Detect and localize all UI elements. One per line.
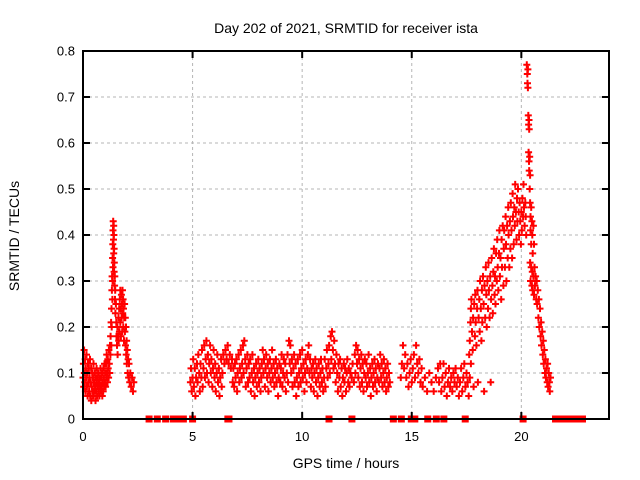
y-tick-label: 0.2 xyxy=(57,320,75,335)
y-tick-label: 0 xyxy=(68,412,75,427)
x-tick-label: 5 xyxy=(189,429,196,444)
y-tick-label: 0.3 xyxy=(57,274,75,289)
y-tick-label: 0.1 xyxy=(57,366,75,381)
y-tick-label: 0.5 xyxy=(57,182,75,197)
y-tick-label: 0.4 xyxy=(57,228,75,243)
y-tick-label: 0.7 xyxy=(57,90,75,105)
data-points xyxy=(79,61,554,405)
x-tick-label: 0 xyxy=(79,429,86,444)
tick-labels: 0 0.1 0.2 0.3 0.4 0.5 0.6 0.7 0.8 0 5 10 15 20 xyxy=(57,44,529,445)
x-tick-label: 10 xyxy=(295,429,309,444)
axes xyxy=(82,50,610,420)
chart-title: Day 202 of 2021, SRMTID for receiver ist… xyxy=(214,20,478,36)
x-axis-label: GPS time / hours xyxy=(292,455,400,471)
y-tick-label: 0.8 xyxy=(57,44,75,59)
x-tick-label: 15 xyxy=(405,429,419,444)
y-axis-label: SRMTID / TECUs xyxy=(6,180,22,292)
x-tick-label: 20 xyxy=(514,429,528,444)
y-tick-label: 0.6 xyxy=(57,136,75,151)
